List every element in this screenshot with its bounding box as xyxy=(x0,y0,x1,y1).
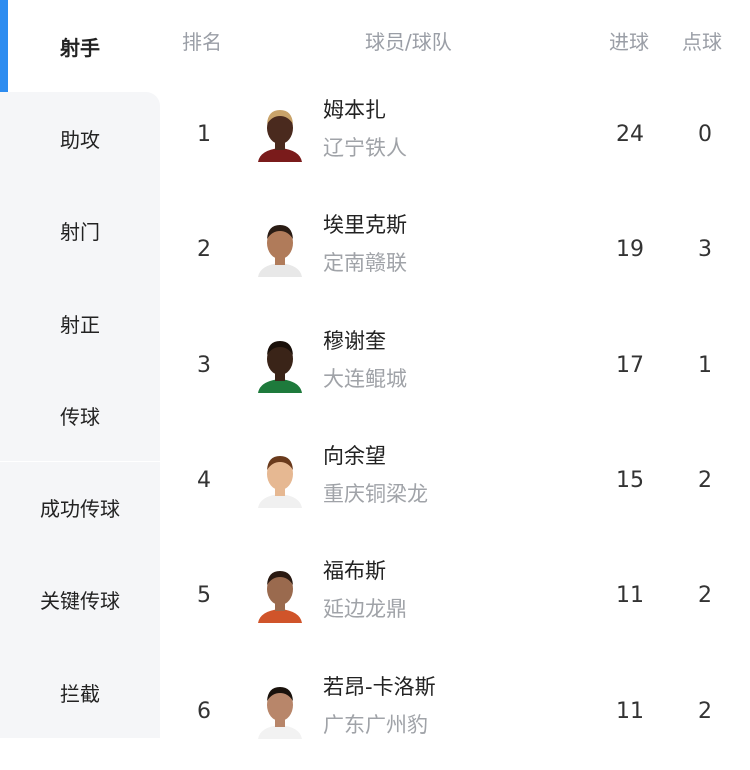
sidebar-item-label: 助攻 xyxy=(60,127,100,152)
table-header: 排名 球员/球队 进球 点球 xyxy=(160,0,750,80)
goals: 11 xyxy=(616,583,644,609)
penalties: 1 xyxy=(698,352,712,378)
table-row[interactable]: 2 埃里克斯 定南赣联 19 3 xyxy=(160,193,750,308)
sidebar-item-6[interactable]: 关键传球 xyxy=(0,553,160,647)
sidebar-item-0[interactable]: 射手 xyxy=(0,0,160,93)
header-goals: 进球 xyxy=(609,30,649,54)
category-sidebar: 射手助攻射门射正传球成功传球关键传球拦截 xyxy=(0,0,160,753)
penalties: 2 xyxy=(698,698,712,724)
header-player: 球员/球队 xyxy=(365,30,452,54)
sidebar-item-5[interactable]: 成功传球 xyxy=(0,461,160,554)
player-avatar xyxy=(258,683,302,739)
sidebar-item-label: 射门 xyxy=(60,220,100,245)
goals: 11 xyxy=(616,698,644,724)
sidebar-item-label: 关键传球 xyxy=(40,589,120,614)
sidebar-item-label: 射正 xyxy=(60,312,100,337)
goals: 24 xyxy=(616,122,644,147)
goals: 19 xyxy=(616,237,644,263)
team-name[interactable]: 大连鲲城 xyxy=(323,366,407,391)
team-name[interactable]: 广东广州豹 xyxy=(323,712,428,737)
table-row[interactable]: 5 福布斯 延边龙鼎 11 2 xyxy=(160,539,750,654)
sidebar-item-label: 射手 xyxy=(60,35,100,60)
header-rank: 排名 xyxy=(182,30,222,54)
sidebar-item-3[interactable]: 射正 xyxy=(0,276,160,370)
player-avatar xyxy=(258,106,302,162)
player-avatar xyxy=(258,567,302,624)
player-name[interactable]: 埃里克斯 xyxy=(323,213,407,238)
penalties: 2 xyxy=(698,467,712,493)
player-name[interactable]: 若昂-卡洛斯 xyxy=(323,674,436,699)
player-avatar xyxy=(258,221,302,278)
sidebar-item-4[interactable]: 传球 xyxy=(0,369,160,462)
active-indicator xyxy=(0,0,8,92)
goals: 17 xyxy=(616,352,644,378)
sidebar-item-label: 拦截 xyxy=(60,681,100,706)
sidebar-item-7[interactable]: 拦截 xyxy=(0,646,160,739)
table-row[interactable]: 6 若昂-卡洛斯 广东广州豹 11 2 xyxy=(160,655,750,770)
team-name[interactable]: 辽宁铁人 xyxy=(323,136,407,160)
sidebar-item-label: 传球 xyxy=(60,404,100,429)
table-row[interactable]: 3 穆谢奎 大连鲲城 17 1 xyxy=(160,309,750,424)
player-name[interactable]: 福布斯 xyxy=(323,559,386,584)
table-row[interactable]: 4 向余望 重庆铜梁龙 15 2 xyxy=(160,424,750,539)
player-avatar xyxy=(258,337,302,393)
sidebar-item-2[interactable]: 射门 xyxy=(0,184,160,277)
penalties: 0 xyxy=(698,122,712,147)
rank: 5 xyxy=(197,583,211,609)
player-name[interactable]: 向余望 xyxy=(323,443,386,468)
header-penalties: 点球 xyxy=(682,30,722,54)
penalties: 2 xyxy=(698,583,712,609)
rank: 1 xyxy=(197,122,211,147)
sidebar-item-1[interactable]: 助攻 xyxy=(0,92,160,185)
rank: 4 xyxy=(197,467,211,493)
sidebar-item-label: 成功传球 xyxy=(40,497,120,522)
team-name[interactable]: 延边龙鼎 xyxy=(323,597,407,622)
player-avatar xyxy=(258,452,302,508)
team-name[interactable]: 重庆铜梁龙 xyxy=(323,481,428,506)
player-name[interactable]: 穆谢奎 xyxy=(323,328,386,353)
player-name[interactable]: 姆本扎 xyxy=(323,98,386,122)
rank: 3 xyxy=(197,352,211,378)
goals: 15 xyxy=(616,467,644,493)
team-name[interactable]: 定南赣联 xyxy=(323,251,407,276)
penalties: 3 xyxy=(698,237,712,263)
table-row[interactable]: 1 姆本扎 辽宁铁人 24 0 xyxy=(160,78,750,193)
rank: 2 xyxy=(197,237,211,263)
rank: 6 xyxy=(197,698,211,724)
